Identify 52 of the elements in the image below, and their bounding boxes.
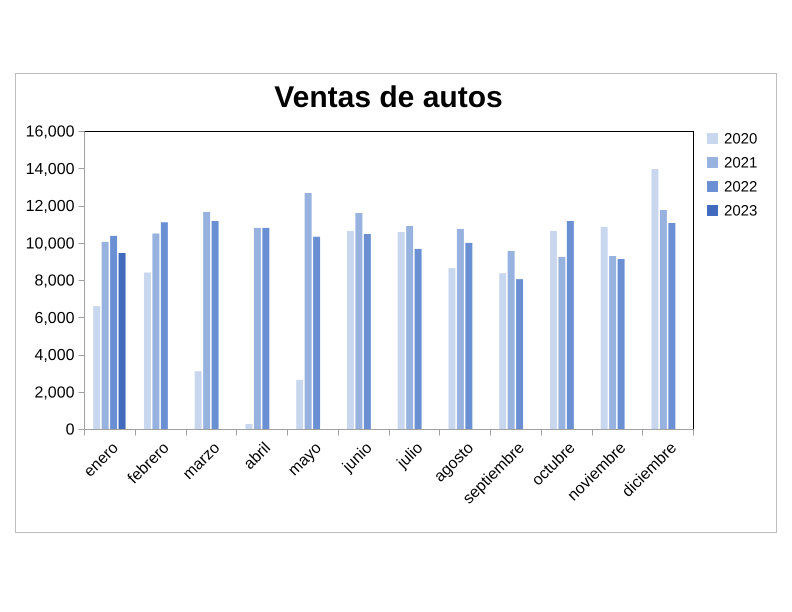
bar (212, 220, 219, 429)
bar (516, 279, 524, 429)
bar (110, 236, 118, 429)
legend-label: 2021 (724, 154, 758, 172)
legend-label: 2022 (724, 178, 758, 196)
bar (194, 371, 202, 429)
bar (618, 258, 625, 429)
legend-label: 2020 (724, 130, 758, 148)
bar (558, 256, 566, 429)
bar (313, 236, 320, 429)
bar (152, 233, 160, 429)
bar (144, 272, 151, 429)
y-tick-label: 2,000 (34, 384, 75, 402)
bar (160, 222, 168, 429)
bar (414, 248, 422, 429)
bar (651, 168, 658, 429)
bar (102, 242, 109, 429)
y-tick-label: 14,000 (26, 160, 75, 178)
x-tick-label: julio (394, 439, 426, 472)
bar (600, 226, 608, 429)
y-tick-label: 10,000 (26, 235, 75, 252)
bar (406, 226, 414, 429)
bar (456, 228, 464, 429)
bar (550, 231, 557, 429)
y-tick-label: 16,000 (26, 124, 75, 140)
bar (566, 220, 574, 429)
bar (203, 212, 210, 429)
bar (296, 380, 304, 429)
y-tick-label: 0 (66, 422, 75, 438)
bar (118, 252, 126, 429)
bar (398, 232, 405, 429)
y-tick-label: 4,000 (34, 347, 75, 364)
bar (508, 250, 515, 429)
y-tick-label: 8,000 (34, 272, 75, 290)
bar (304, 193, 312, 429)
bar (448, 268, 456, 429)
legend-label: 2023 (724, 202, 758, 220)
y-tick-label: 6,000 (34, 310, 75, 327)
bar (245, 424, 252, 429)
bar (262, 228, 270, 429)
bar (660, 210, 667, 429)
bar (346, 231, 354, 429)
y-tick-label: 12,000 (26, 198, 75, 215)
bar (499, 273, 506, 429)
bar (668, 223, 676, 429)
bar (355, 212, 362, 429)
bar (93, 306, 100, 429)
bar (364, 234, 371, 429)
chart-title: Ventas de autos (274, 81, 503, 114)
bar (254, 228, 261, 429)
bar (609, 256, 616, 429)
bar (465, 242, 472, 429)
